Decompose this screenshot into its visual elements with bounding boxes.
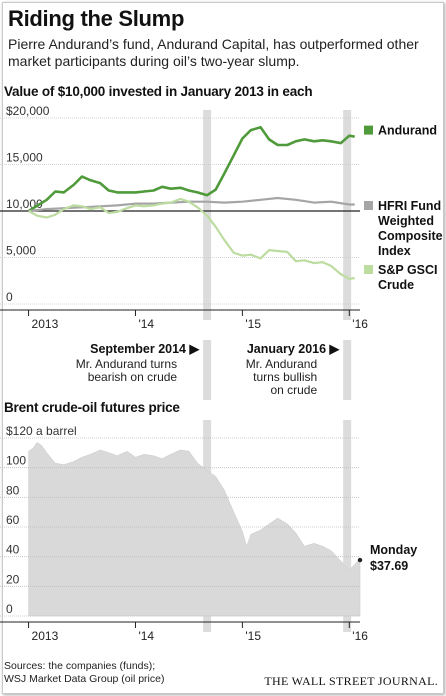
x-tick-label: '16: [352, 317, 368, 331]
y-tick-label: 5,000: [6, 244, 36, 258]
y-tick-label: $120 a barrel: [6, 424, 77, 438]
y-tick-label: 20: [6, 572, 20, 586]
last-value-day: Monday: [370, 543, 417, 557]
annotation-date: January 2016 ▶: [247, 342, 341, 356]
annotation-text: on crude: [270, 383, 317, 397]
shade-band-1: [343, 340, 352, 400]
publisher-logo: THE WALL STREET JOURNAL.: [264, 674, 438, 688]
x-tick-label: '14: [138, 317, 154, 331]
shade-band-1: [343, 420, 352, 632]
y-tick-label: 0: [6, 602, 13, 616]
sources-line-1: Sources: the companies (funds);: [4, 660, 156, 672]
legend-label-hfri: Index: [378, 244, 411, 258]
legend-swatch-hfri: [364, 201, 373, 210]
y-tick-label: 60: [6, 513, 20, 527]
annotation-text: bearish on crude: [88, 370, 178, 384]
sources-line-2: WSJ Market Data Group (oil price): [4, 673, 165, 685]
shade-band-1: [343, 110, 352, 320]
legend-swatch-andurand: [364, 125, 373, 135]
y-tick-label: 40: [6, 543, 20, 557]
legend-label-hfri: Composite: [378, 229, 443, 243]
brent-price-chart: 0 20 40 60 80 100 $120 a barrel 2013 '14 '15 '16 Mo…: [0, 420, 417, 643]
bottom-chart-title: Brent crude-oil futures price: [4, 400, 180, 415]
legend-label-andurand: Andurand: [378, 124, 437, 138]
x-tick-label: '15: [245, 317, 261, 331]
x-tick-label: '14: [138, 629, 154, 643]
legend-label-hfri: HFRI Fund: [378, 199, 441, 213]
x-tick-label: 2013: [32, 629, 59, 643]
x-tick-label: '16: [352, 629, 368, 643]
x-tick-label: '15: [245, 629, 261, 643]
y-tick-label: 100: [6, 454, 26, 468]
annotation-text: Mr. Andurand: [246, 357, 317, 371]
legend-swatch-gsci: [364, 265, 373, 274]
series-line-gsci: [28, 197, 355, 280]
last-value-price: $37.69: [370, 559, 408, 573]
legend-label-hfri: Weighted: [378, 214, 434, 228]
annotation-area: September 2014 ▶Mr. Andurand turnsbearis…: [76, 340, 352, 400]
brent-area: [28, 442, 361, 617]
investment-value-chart: 05,00010,00015,000$20,0002013'14'15'16An…: [0, 104, 443, 331]
legend-label-gsci: Crude: [378, 278, 414, 292]
top-chart-title: Value of $10,000 invested in January 201…: [4, 84, 313, 99]
page-subtitle: Pierre Andurand’s fund, Andurand Capital…: [8, 36, 419, 69]
x-tick-label: 2013: [32, 317, 59, 331]
annotation-date: September 2014 ▶: [90, 342, 200, 356]
last-value-dot: [357, 557, 363, 563]
legend-label-gsci: S&P GSCI: [378, 263, 438, 277]
sources-note: Sources: the companies (funds); WSJ Mark…: [4, 660, 164, 686]
y-tick-label: 80: [6, 483, 20, 497]
annotation-text: Mr. Andurand turns: [76, 357, 177, 371]
shade-band-0: [203, 340, 212, 400]
series-line-andurand: [27, 126, 355, 213]
page-title: Riding the Slump: [8, 6, 185, 31]
y-tick-label: $20,000: [6, 104, 50, 118]
y-tick-label: 15,000: [6, 151, 43, 165]
y-tick-label: 0: [6, 290, 13, 304]
annotation-text: turns bullish: [253, 370, 317, 384]
